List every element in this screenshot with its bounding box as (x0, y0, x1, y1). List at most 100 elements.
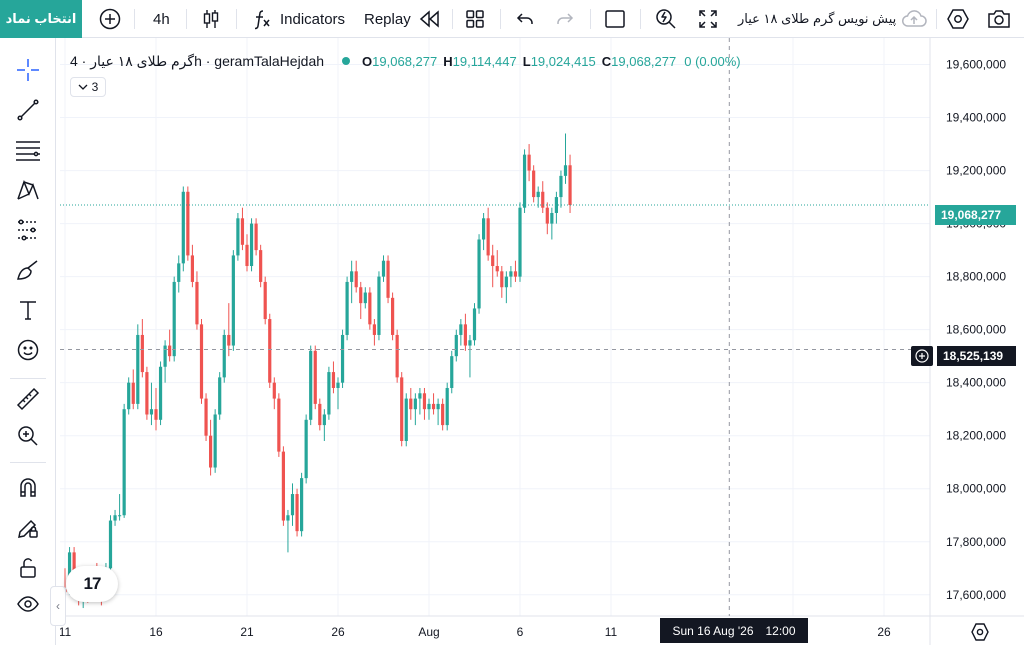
chart-type-button[interactable] (199, 0, 223, 38)
add-alert-button[interactable] (911, 346, 933, 366)
candle-body (199, 324, 204, 399)
hide-drawings-tool[interactable] (12, 588, 44, 620)
candle-body (368, 292, 372, 325)
candle-body (213, 414, 217, 468)
compare-symbol-button[interactable] (98, 0, 122, 38)
rewind-icon (419, 10, 439, 28)
candle-body (454, 334, 458, 357)
prediction-tool[interactable] (12, 214, 44, 246)
replay-button[interactable]: Replay (364, 0, 443, 38)
chart-settings-icon[interactable] (970, 622, 990, 642)
symbol-search-button[interactable]: انتخاب نماد (0, 0, 82, 38)
trend-line-tool[interactable] (12, 94, 44, 126)
price-tick-label: 18,400,000 (946, 376, 1006, 390)
candle-body (482, 218, 486, 240)
camera-icon (988, 10, 1010, 28)
crosshair-date: Sun 16 Aug '26 (672, 623, 754, 638)
undo-button[interactable] (514, 0, 536, 38)
text-tool[interactable] (12, 294, 44, 326)
candle-body (363, 292, 367, 304)
candle-body (222, 334, 226, 378)
time-tick-label: Aug (418, 625, 439, 639)
candle-body (331, 372, 336, 388)
candle-body (550, 212, 554, 224)
candle-body (318, 403, 322, 426)
candle-body (227, 334, 231, 346)
price-tick-label: 19,200,000 (946, 164, 1006, 178)
candle-body (204, 398, 208, 436)
xabcd-pattern-icon (17, 179, 39, 200)
candle-body (340, 334, 345, 383)
candle-body (422, 393, 427, 410)
low-value: L19,024,415 (522, 53, 596, 69)
open-value: O19,068,277 (362, 53, 438, 69)
zoom-tool[interactable] (12, 420, 44, 452)
high-value: H19,114,447 (443, 53, 517, 69)
candle-body (118, 515, 122, 517)
candle-body (400, 377, 404, 442)
candle-body (263, 281, 267, 320)
price-tick-label: 18,200,000 (946, 429, 1006, 443)
indicators-toggle[interactable]: 3 (70, 77, 106, 97)
layout-title[interactable]: پیش نویس گرم طلای ۱۸ عیار (738, 11, 897, 26)
symbol-name[interactable]: گرم طلای ۱۸ عیار · 4h · geramTalaHejdah (70, 52, 325, 69)
hexagon-gear-icon (947, 9, 969, 29)
candle-body (249, 223, 254, 267)
search-lightning-icon (656, 9, 676, 29)
candle-body (568, 165, 572, 206)
tradingview-logo[interactable]: 17 (66, 566, 118, 602)
indicators-button[interactable]: Indicators (252, 0, 345, 38)
candle-body (240, 218, 245, 245)
candle-body (295, 494, 299, 532)
candle-body (236, 218, 240, 256)
candle-body (559, 175, 563, 198)
candle-body (286, 515, 290, 521)
candle-body (404, 398, 408, 442)
candle-body (290, 494, 295, 516)
cloud-save-button[interactable] (900, 0, 928, 38)
pattern-tool[interactable] (12, 174, 44, 206)
redo-button[interactable] (554, 0, 576, 38)
fullscreen-frame-button[interactable] (604, 0, 626, 38)
horizontal-lines-icon (16, 141, 40, 161)
chevron-down-icon (78, 84, 88, 90)
lock-all-drawings-tool[interactable] (12, 552, 44, 584)
candle-body (500, 271, 504, 288)
measure-tool[interactable] (12, 383, 44, 415)
candle-body (231, 255, 235, 346)
candle-body (327, 372, 331, 415)
interval-button[interactable]: 4h (153, 10, 170, 28)
emoji-tool[interactable] (12, 334, 44, 366)
pencil-lock-icon (18, 519, 38, 538)
plus-circle-icon (99, 8, 121, 30)
candle-body (359, 287, 363, 304)
candle-body (172, 281, 176, 357)
candle-body (409, 398, 413, 410)
candle-body (254, 223, 258, 251)
price-tick-label: 18,000,000 (946, 482, 1006, 496)
candle-body (154, 409, 158, 420)
crosshair-tool[interactable] (12, 54, 44, 86)
fib-tool[interactable] (12, 134, 44, 166)
quick-search-button[interactable] (654, 0, 678, 38)
time-tick-label: 11 (60, 625, 72, 639)
candle-body (304, 419, 308, 479)
collapse-toolbar-button[interactable]: ‹ (50, 586, 66, 626)
cloud-icon (902, 10, 927, 27)
settings-button[interactable] (946, 0, 970, 38)
undo-icon (516, 13, 533, 24)
lock-drawings-edit-tool[interactable] (12, 512, 44, 544)
candle-body (377, 276, 381, 335)
candle-body (532, 170, 536, 198)
snapshot-button[interactable] (986, 0, 1012, 38)
layout-button[interactable] (464, 0, 486, 38)
candle-body (277, 398, 281, 452)
candle-body (108, 520, 113, 569)
price-chart[interactable]: 19,600,00019,400,00019,200,00019,000,000… (60, 38, 1024, 645)
candle-body (300, 478, 304, 532)
brush-tool[interactable] (12, 254, 44, 286)
magnet-tool[interactable] (12, 472, 44, 504)
market-status-dot[interactable] (342, 57, 351, 65)
candle-body (518, 207, 522, 277)
fullscreen-button[interactable] (697, 0, 719, 38)
